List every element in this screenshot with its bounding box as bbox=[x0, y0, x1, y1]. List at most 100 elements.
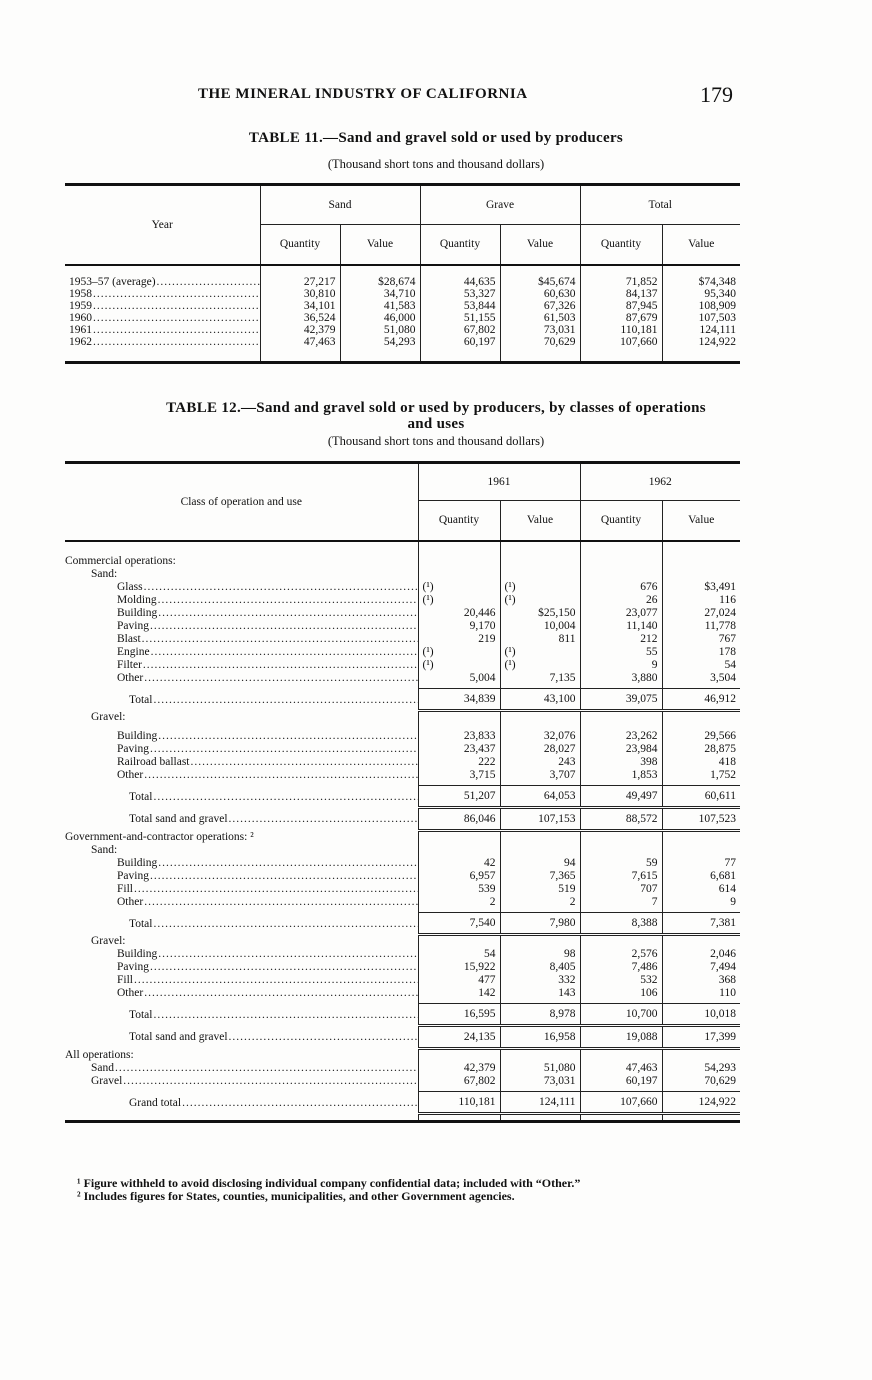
row-label: Building bbox=[65, 948, 418, 961]
table-cell: $28,674 bbox=[339, 276, 420, 289]
table-cell: 124,922 bbox=[661, 336, 740, 349]
table-cell: 95,340 bbox=[661, 288, 740, 301]
row-label: Total sand and gravel bbox=[65, 808, 418, 831]
table-cell: 11,140 bbox=[579, 619, 662, 633]
table-cell: 73,031 bbox=[499, 324, 580, 337]
table-cell: 60,611 bbox=[661, 785, 740, 809]
table-cell: 477 bbox=[417, 973, 500, 987]
table-cell: 87,945 bbox=[579, 300, 662, 313]
table-cell: 43,100 bbox=[499, 688, 580, 712]
table-cell: 28,875 bbox=[661, 742, 740, 756]
table-cell bbox=[417, 710, 500, 724]
table-cell bbox=[499, 934, 580, 948]
table-cell bbox=[417, 554, 500, 568]
table-cell: 2,046 bbox=[661, 947, 740, 961]
table-cell: 2 bbox=[499, 895, 580, 909]
table-cell: 143 bbox=[499, 986, 580, 1000]
table-cell: 32,076 bbox=[499, 729, 580, 743]
row-label-text: Gravel bbox=[91, 1075, 123, 1087]
row-label-text: Total bbox=[129, 1008, 153, 1021]
table-cell: 20,446 bbox=[417, 606, 500, 620]
table-cell: 49,497 bbox=[579, 785, 662, 809]
table-cell: 70,629 bbox=[661, 1074, 740, 1088]
table-cell: 53,327 bbox=[419, 288, 500, 301]
table-cell bbox=[579, 843, 662, 857]
row-label-text: Fill bbox=[117, 974, 133, 986]
table-cell: 54 bbox=[661, 658, 740, 672]
footnote-1: ¹ Figure withheld to avoid disclosing in… bbox=[77, 1176, 581, 1190]
column-header-quantity: Quantity bbox=[579, 500, 662, 541]
table-cell: 86,046 bbox=[417, 807, 500, 832]
table-cell: (¹) bbox=[499, 580, 580, 594]
row-label-text: Blast bbox=[117, 633, 141, 645]
table-cell: 6,681 bbox=[661, 869, 740, 883]
spacer-row bbox=[65, 684, 740, 689]
table-cell: 53,844 bbox=[419, 300, 500, 313]
table-cell bbox=[417, 1048, 500, 1062]
row-label: Total bbox=[65, 913, 418, 935]
column-header-value: Value bbox=[499, 224, 580, 265]
column-header-quantity: Quantity bbox=[417, 500, 500, 541]
row-label-text: Gravel: bbox=[91, 711, 126, 723]
table-cell: 1,853 bbox=[579, 768, 662, 782]
table-cell: 23,077 bbox=[579, 606, 662, 620]
row-label: 1961 bbox=[65, 324, 260, 337]
table-cell: 64,053 bbox=[499, 785, 580, 809]
group-header-sand: Sand bbox=[259, 184, 420, 225]
row-label: Molding bbox=[65, 594, 418, 607]
spacer-row bbox=[65, 781, 740, 786]
table-cell: 60,197 bbox=[579, 1074, 662, 1088]
table-cell: 27,024 bbox=[661, 606, 740, 620]
row-label: Other bbox=[65, 769, 418, 782]
row-label: Paving bbox=[65, 961, 418, 974]
table-cell bbox=[661, 934, 740, 948]
table-cell: 10,018 bbox=[661, 1003, 740, 1027]
table-cell bbox=[417, 934, 500, 948]
table-cell: 10,004 bbox=[499, 619, 580, 633]
row-label: Commercial operations: bbox=[65, 555, 418, 568]
row-label: Total bbox=[65, 1004, 418, 1026]
footnote-2: ² Includes figures for States, counties,… bbox=[77, 1189, 515, 1203]
table-cell: 51,080 bbox=[339, 324, 420, 337]
table-cell: 7,486 bbox=[579, 960, 662, 974]
row-label-text: Building bbox=[117, 730, 158, 742]
table-cell: $25,150 bbox=[499, 606, 580, 620]
table-cell: 124,111 bbox=[499, 1091, 580, 1115]
table-cell: 9 bbox=[661, 895, 740, 909]
table-cell: 107,523 bbox=[661, 807, 740, 832]
row-label: Grand total bbox=[65, 1092, 418, 1114]
row-label: Sand bbox=[65, 1062, 418, 1075]
table-cell: 110 bbox=[661, 986, 740, 1000]
table-cell: 51,155 bbox=[419, 312, 500, 325]
table-cell bbox=[579, 1048, 662, 1062]
table-cell: 7,135 bbox=[499, 671, 580, 685]
table-cell: 2 bbox=[417, 895, 500, 909]
table-cell: 67,802 bbox=[417, 1074, 500, 1088]
row-label: Total sand and gravel bbox=[65, 1026, 418, 1049]
table-cell: 811 bbox=[499, 632, 580, 646]
table12-title-line1: TABLE 12.—Sand and gravel sold or used b… bbox=[166, 400, 706, 416]
row-label-text: Total bbox=[129, 917, 153, 930]
row-label-text: Sand: bbox=[91, 844, 118, 856]
table-cell: 26 bbox=[579, 593, 662, 607]
table-cell: 219 bbox=[417, 632, 500, 646]
row-label-text: 1962 bbox=[69, 336, 92, 348]
table-cell bbox=[661, 830, 740, 844]
table-cell: 178 bbox=[661, 645, 740, 659]
row-label: Total bbox=[65, 786, 418, 808]
row-label: Government-and-contractor operations: ² bbox=[65, 831, 418, 844]
table-cell bbox=[499, 843, 580, 857]
